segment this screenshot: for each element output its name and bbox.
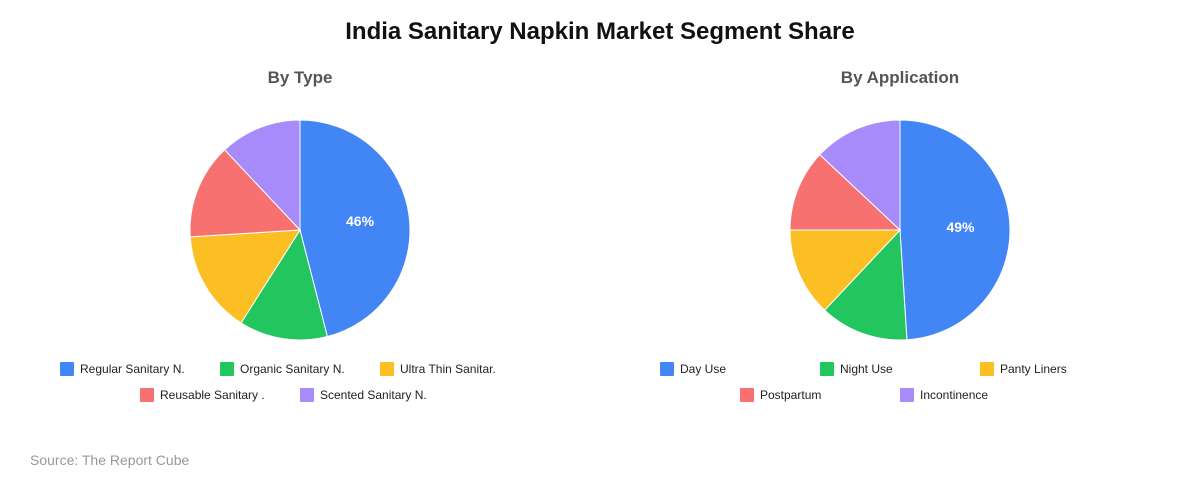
pie-data-label: 46% — [346, 213, 375, 229]
legend-swatch — [140, 388, 154, 402]
legend-item: Postpartum — [740, 388, 821, 402]
legend-label: Regular Sanitary N. — [80, 362, 185, 376]
legend-label: Incontinence — [920, 388, 989, 402]
legend-swatch — [660, 362, 674, 376]
pie-chart-type: 46% — [189, 119, 411, 341]
pie-panel-application: By Application 49% Day Use Night Use Panty… — [600, 60, 1200, 420]
pie-slice — [899, 119, 1011, 341]
chart-title: India Sanitary Napkin Market Segment Sha… — [345, 18, 855, 45]
pie-subtitle: By Type — [267, 68, 333, 87]
legend-item: Organic Sanitary N. — [220, 362, 345, 376]
legend-label: Ultra Thin Sanitar. — [400, 362, 496, 376]
legend-item: Scented Sanitary N. — [300, 388, 427, 402]
legend-label: Panty Liners — [1000, 362, 1067, 376]
pie-slice — [789, 229, 902, 311]
pie-slice — [240, 228, 328, 341]
legend-swatch — [900, 388, 914, 402]
pie-slice — [789, 153, 902, 231]
legend-item: Day Use — [660, 362, 726, 376]
legend-item: Night Use — [820, 362, 893, 376]
legend-label: Scented Sanitary N. — [320, 388, 427, 402]
legend-label: Postpartum — [760, 388, 822, 402]
legend-type: Regular Sanitary N. Organic Sanitary N. Ul… — [0, 360, 600, 420]
legend-application: Day Use Night Use Panty Liners Postpartum In… — [600, 360, 1200, 420]
legend-swatch — [380, 362, 394, 376]
pie-chart-application: 49% — [789, 119, 1011, 341]
legend-label: Night Use — [840, 362, 893, 376]
pie-slice — [223, 119, 301, 232]
pie-slice — [299, 119, 411, 338]
legend-swatch — [300, 388, 314, 402]
legend-label: Reusable Sanitary . — [160, 388, 265, 402]
legend-label: Day Use — [680, 362, 727, 376]
legend-item: Reusable Sanitary . — [140, 388, 265, 402]
legend-item: Regular Sanitary N. — [60, 362, 185, 376]
legend-swatch — [60, 362, 74, 376]
legend-label: Organic Sanitary N. — [240, 362, 345, 376]
pie-panel-type: By Type 46% Regular Sanitary N. Organic S… — [0, 60, 600, 420]
legend-item: Panty Liners — [980, 362, 1067, 376]
legend-swatch — [220, 362, 234, 376]
pie-slice — [823, 228, 908, 341]
legend-swatch — [740, 388, 754, 402]
pie-subtitle: By Application — [840, 68, 960, 87]
pie-slice — [189, 149, 302, 238]
source-note: Source: The Report Cube — [30, 452, 190, 468]
legend-item: Ultra Thin Sanitar. — [380, 362, 496, 376]
legend-swatch — [980, 362, 994, 376]
pie-data-label: 49% — [946, 219, 975, 235]
legend-swatch — [820, 362, 834, 376]
pie-slice — [189, 229, 301, 324]
legend-item: Incontinence — [900, 388, 988, 402]
pie-slice — [819, 119, 901, 232]
